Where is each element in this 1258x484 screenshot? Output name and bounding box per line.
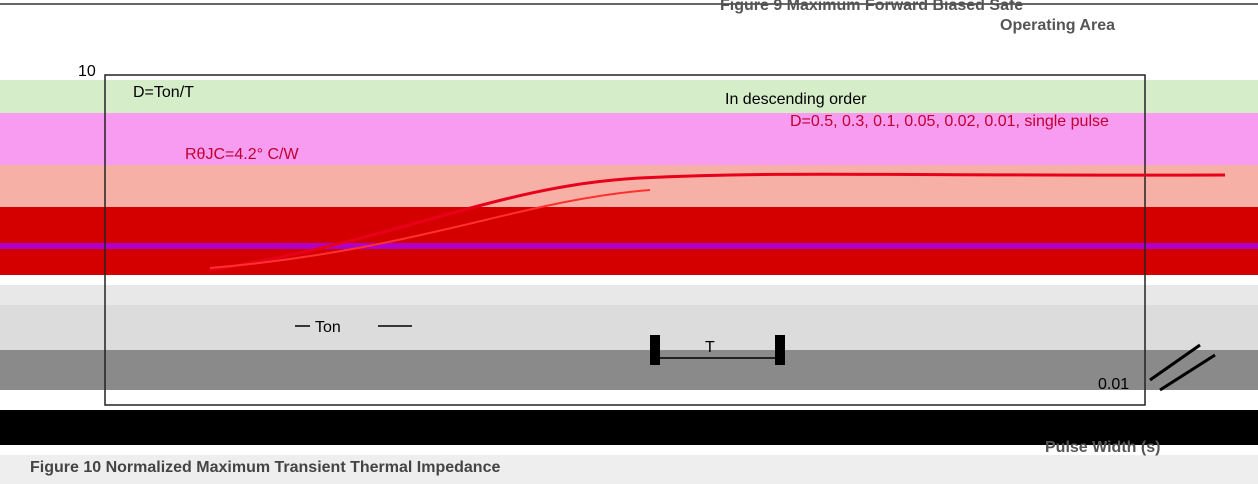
band-dark-gray <box>0 350 1258 390</box>
resistance-label: RθJC=4.2° C/W <box>185 146 299 163</box>
band-black <box>0 410 1258 445</box>
band-red <box>0 207 1258 275</box>
top-title: Figure 9 Maximum Forward Biased Safe <box>720 0 1023 14</box>
band-purple <box>0 243 1258 249</box>
x-axis-label: Pulse Width (s) <box>1045 439 1160 456</box>
band-light <box>0 285 1258 305</box>
band-caption <box>0 455 1258 484</box>
band-green <box>0 80 1258 113</box>
top-subtitle: Operating Area <box>1000 17 1115 34</box>
band-gray <box>0 305 1258 350</box>
plot-frame <box>104 74 1146 406</box>
curve <box>209 189 651 269</box>
duty-list: D=0.5, 0.3, 0.1, 0.05, 0.02, 0.01, singl… <box>790 113 1109 130</box>
band-pink <box>0 113 1258 165</box>
y-tick-label: 0.01 <box>1098 376 1129 393</box>
y-tick-label: 10 <box>78 63 96 80</box>
curve <box>209 172 1226 272</box>
duty-label: D=Ton/T <box>133 84 194 101</box>
pulse-right <box>775 335 785 365</box>
band-salmon <box>0 165 1258 207</box>
caption: Figure 10 Normalized Maximum Transient T… <box>30 459 500 476</box>
order-label: In descending order <box>725 91 867 108</box>
ton-label: Ton <box>315 319 341 336</box>
period-label: T <box>705 339 715 356</box>
curve-tail <box>1149 343 1216 392</box>
pulse-left <box>650 335 660 365</box>
